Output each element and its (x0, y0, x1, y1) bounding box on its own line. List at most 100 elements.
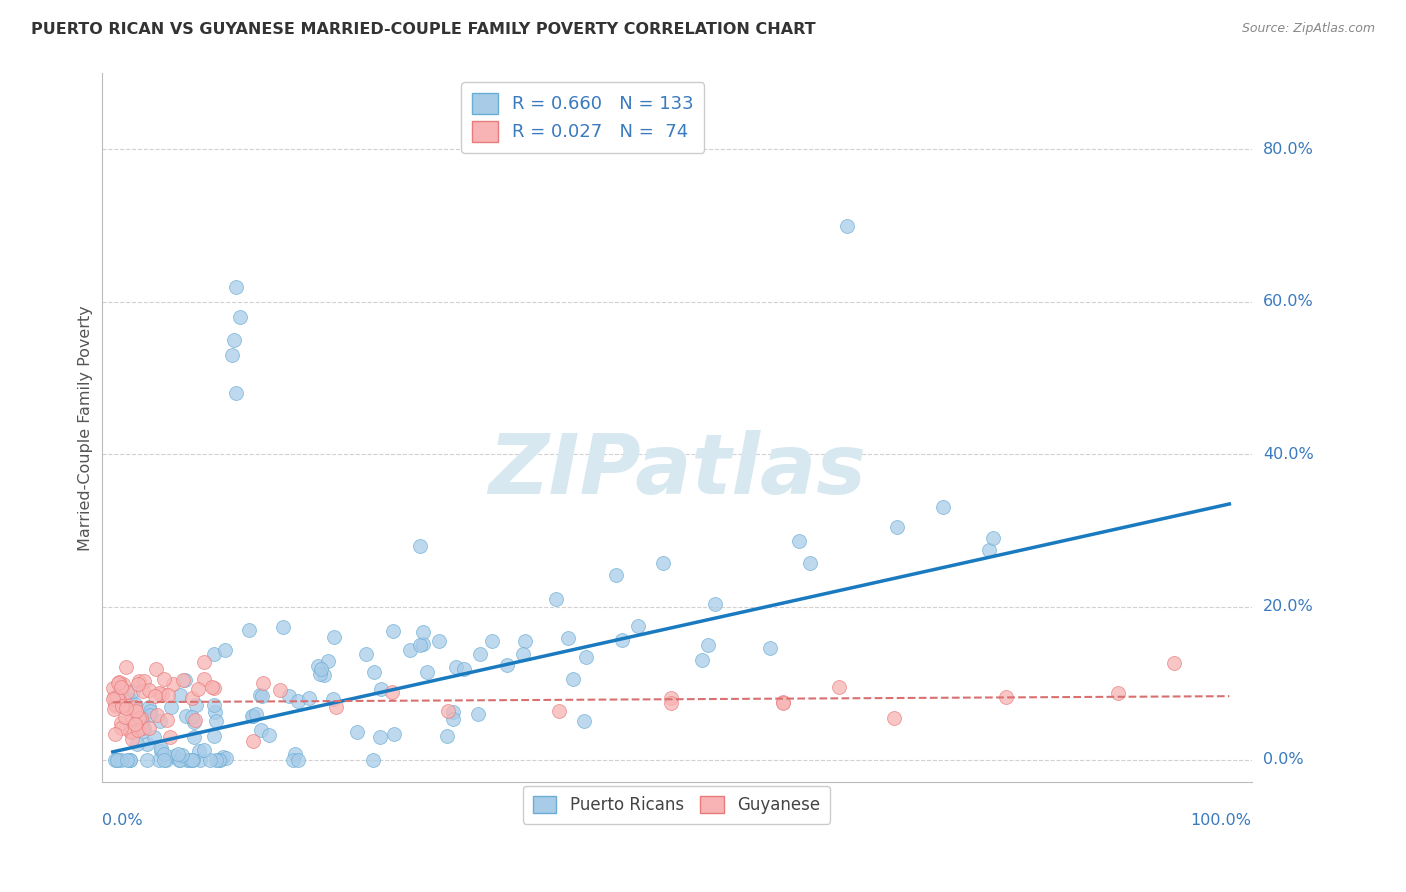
Point (412, 624, 434, 639)
Point (605, 568, 627, 582)
Point (245, 707, 267, 722)
Point (129, 711, 152, 725)
Point (115, 701, 138, 715)
Point (169, 752, 191, 766)
Point (139, 708, 162, 723)
Point (103, 702, 125, 716)
Point (124, 716, 146, 731)
Point (132, 722, 155, 736)
Point (122, 704, 145, 718)
Point (202, 729, 225, 743)
Point (121, 684, 143, 698)
Point (252, 689, 274, 703)
Point (284, 747, 307, 761)
Point (468, 647, 491, 661)
Point (120, 724, 142, 739)
Point (149, 744, 172, 758)
Point (627, 619, 650, 633)
Point (557, 631, 579, 645)
Point (129, 720, 152, 734)
Point (112, 676, 135, 690)
Point (118, 752, 141, 766)
Point (249, 723, 271, 737)
Point (124, 698, 146, 712)
Point (271, 620, 294, 634)
Point (181, 752, 204, 766)
Point (443, 712, 465, 726)
Point (186, 698, 208, 712)
Point (110, 721, 132, 735)
Point (307, 658, 329, 673)
Point (416, 665, 439, 680)
Text: 100.0%: 100.0% (1191, 813, 1251, 828)
Text: PUERTO RICAN VS GUYANESE MARRIED-COUPLE FAMILY POVERTY CORRELATION CHART: PUERTO RICAN VS GUYANESE MARRIED-COUPLE … (31, 22, 815, 37)
Point (204, 698, 226, 713)
Point (183, 715, 205, 730)
Point (120, 693, 142, 707)
Point (208, 752, 231, 766)
Point (205, 714, 228, 729)
Point (575, 650, 598, 665)
Text: 0.0%: 0.0% (1263, 752, 1303, 767)
Point (221, 348, 243, 362)
Point (138, 699, 160, 714)
Point (115, 659, 138, 673)
Point (703, 597, 725, 611)
Point (354, 648, 377, 662)
Point (132, 673, 155, 688)
Point (983, 531, 1005, 545)
Point (110, 715, 132, 730)
Point (183, 731, 205, 745)
Point (436, 705, 458, 719)
Legend: Puerto Ricans, Guyanese: Puerto Ricans, Guyanese (523, 786, 831, 823)
Point (156, 688, 179, 702)
Point (115, 752, 138, 766)
Point (799, 557, 821, 571)
Point (107, 676, 129, 690)
Point (513, 634, 536, 648)
Point (886, 520, 908, 534)
Point (174, 708, 197, 723)
Point (104, 698, 127, 713)
Point (131, 724, 153, 739)
Point (977, 542, 1000, 557)
Point (110, 680, 132, 694)
Point (103, 690, 125, 704)
Point (193, 672, 215, 686)
Point (370, 730, 392, 744)
Point (659, 691, 682, 706)
Point (787, 534, 810, 549)
Point (131, 721, 153, 735)
Point (225, 279, 247, 293)
Text: Source: ZipAtlas.com: Source: ZipAtlas.com (1241, 22, 1375, 36)
Point (167, 752, 190, 766)
Point (932, 500, 955, 514)
Point (115, 698, 138, 712)
Point (121, 731, 143, 746)
Point (409, 539, 432, 553)
Point (156, 713, 179, 727)
Point (652, 556, 675, 570)
Point (180, 691, 202, 706)
Point (135, 752, 157, 766)
Point (269, 683, 291, 698)
Point (117, 684, 139, 698)
Point (101, 692, 124, 706)
Point (162, 676, 184, 690)
Text: 60.0%: 60.0% (1263, 294, 1313, 310)
Point (110, 752, 132, 766)
Point (120, 752, 142, 766)
Point (215, 751, 238, 765)
Point (322, 691, 344, 706)
Point (257, 728, 280, 742)
Point (229, 310, 252, 324)
Point (436, 729, 458, 743)
Point (128, 710, 150, 724)
Point (174, 673, 197, 687)
Point (150, 687, 173, 701)
Point (201, 680, 224, 694)
Point (883, 711, 905, 725)
Point (200, 752, 222, 766)
Point (208, 752, 231, 766)
Point (132, 684, 155, 698)
